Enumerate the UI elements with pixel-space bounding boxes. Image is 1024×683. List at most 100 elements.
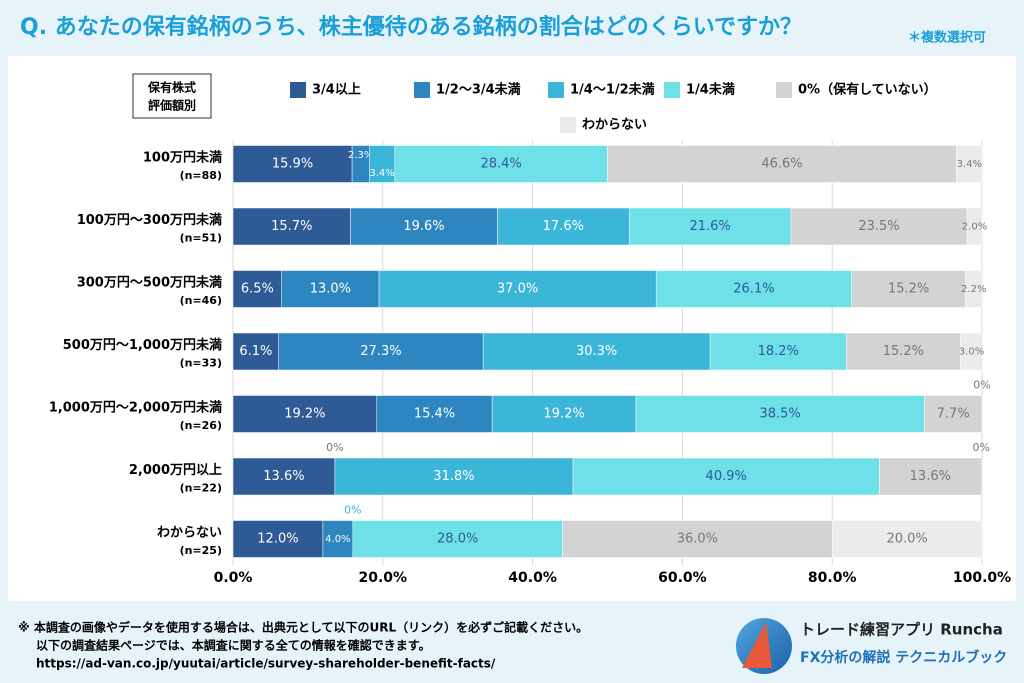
bar-segment <box>635 395 925 433</box>
value-label: 30.3% <box>576 344 617 359</box>
x-tick-label: 20.0% <box>359 570 408 586</box>
category-label: 100万円～300万円未満 <box>77 212 222 228</box>
bar-segment <box>334 457 574 496</box>
x-tick-label: 0.0% <box>214 570 253 586</box>
value-label: 0% <box>344 504 361 517</box>
sample-size: (n=25) <box>180 544 222 557</box>
value-label: 19.2% <box>284 407 325 422</box>
bar-segment <box>655 270 852 308</box>
x-tick-label: 60.0% <box>658 570 707 586</box>
axis-label-box <box>132 73 212 119</box>
legend-swatch <box>414 82 430 98</box>
value-label: 19.2% <box>543 407 584 422</box>
x-tick-label: 80.0% <box>808 570 857 586</box>
value-label: 46.6% <box>761 157 802 172</box>
footer-note: ※ 本調査の画像やデータを使用する場合は、出典元として以下のURL（リンク）を必… <box>18 620 588 635</box>
bar-segment <box>956 145 983 183</box>
bar-segment <box>562 520 833 558</box>
legend-swatch <box>664 82 680 98</box>
legend-swatch <box>548 82 564 98</box>
bar-segment <box>831 520 983 558</box>
sample-size: (n=26) <box>180 419 222 432</box>
value-label: 23.5% <box>858 219 899 234</box>
value-label: 27.3% <box>360 344 401 359</box>
bar-segment <box>851 270 966 308</box>
category-label: 2,000万円以上 <box>129 463 222 478</box>
bar-segment <box>350 207 498 246</box>
value-label: 7.7% <box>937 407 970 422</box>
value-label: 28.4% <box>480 157 521 172</box>
value-label: 15.2% <box>883 344 924 359</box>
value-label: 0% <box>326 441 343 454</box>
value-label: 6.1% <box>239 344 272 359</box>
value-label: 6.5% <box>241 282 274 297</box>
value-label: 40.9% <box>706 469 747 484</box>
bar-segment <box>572 457 880 496</box>
value-label: 18.2% <box>758 344 799 359</box>
legend-label: 1/2～3/4未満 <box>436 82 521 98</box>
bar-segment <box>965 270 983 308</box>
value-label: 38.5% <box>759 407 800 422</box>
value-label: 17.6% <box>543 219 584 234</box>
value-label: 31.8% <box>433 469 474 484</box>
value-label: 28.0% <box>437 532 478 547</box>
value-label: 13.0% <box>310 282 351 297</box>
sample-size: (n=33) <box>180 357 222 370</box>
bar-segment <box>628 207 792 246</box>
bar-segment <box>278 332 484 371</box>
bar-segment <box>232 457 336 496</box>
bar-segment <box>352 520 563 558</box>
sample-size: (n=88) <box>180 169 222 182</box>
sample-size: (n=46) <box>180 294 222 307</box>
footer-note: 以下の調査結果ページでは、本調査に関する全ての情報を確認できます。 <box>36 638 431 653</box>
value-label: 0% <box>973 441 990 454</box>
value-label: 36.0% <box>677 532 718 547</box>
value-label: 12.0% <box>257 532 298 547</box>
bar-segment <box>232 270 282 308</box>
category-label: 1,000万円～2,000万円未満 <box>49 400 222 416</box>
value-label: 19.6% <box>403 219 444 234</box>
legend-label: 3/4以上 <box>312 83 361 98</box>
bar-segment <box>232 520 324 558</box>
brand-sub: FX分析の解説 テクニカルブック <box>800 649 1007 666</box>
bar-segment <box>232 395 378 433</box>
value-label: 0% <box>973 379 990 392</box>
value-label: 20.0% <box>886 532 927 547</box>
bar-segment <box>790 207 968 246</box>
value-label: 2.3% <box>348 150 373 161</box>
value-label: 3.4% <box>369 168 394 179</box>
legend-label: わからない <box>582 118 647 133</box>
title: Q. あなたの保有銘柄のうち、株主優待のある銘柄の割合はどのくらいですか？ <box>20 14 802 40</box>
legend-label: 0%（保有していない） <box>798 82 937 98</box>
bar-segment <box>232 207 351 246</box>
bar-segment <box>232 332 279 371</box>
value-label: 15.2% <box>888 282 929 297</box>
bar-segment <box>232 145 353 183</box>
x-tick-label: 100.0% <box>953 570 1011 586</box>
bar-segment <box>376 395 493 433</box>
axis-label: 評価額別 <box>148 98 196 113</box>
brand-logo-mark <box>742 622 772 668</box>
bar-segment <box>846 332 961 371</box>
value-label: 26.1% <box>733 282 774 297</box>
bar-segment <box>966 207 983 246</box>
category-label: 300万円～500万円未満 <box>77 275 222 291</box>
bar-segment <box>960 332 983 371</box>
value-label: 15.4% <box>414 407 455 422</box>
bar-segment <box>607 145 957 183</box>
category-label: 500万円～1,000万円未満 <box>63 337 222 353</box>
bar-segment <box>281 270 380 308</box>
legend-swatch <box>290 82 306 98</box>
legend-label: 1/4未満 <box>686 82 735 98</box>
value-label: 3.0% <box>959 347 984 358</box>
chart-panel <box>8 56 1016 601</box>
category-label: 100万円未満 <box>143 150 222 166</box>
bar-segment <box>378 270 657 308</box>
bar-segment <box>924 395 983 433</box>
value-label: 15.9% <box>272 157 313 172</box>
value-label: 2.2% <box>961 284 986 295</box>
legend-label: 1/4～1/2未満 <box>570 82 655 98</box>
value-label: 2.0% <box>962 222 987 233</box>
value-label: 15.7% <box>271 219 312 234</box>
